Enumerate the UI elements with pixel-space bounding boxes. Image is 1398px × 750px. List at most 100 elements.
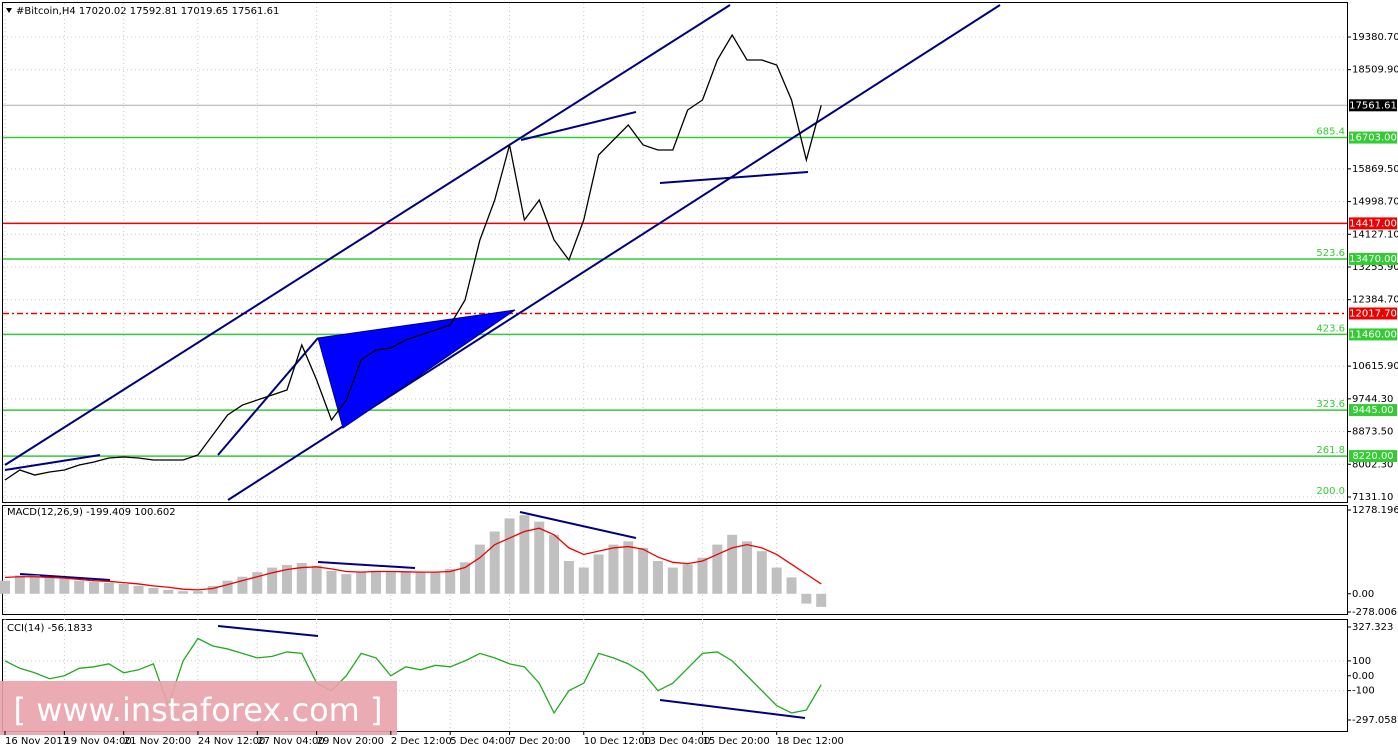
trend-line [659, 171, 809, 184]
histogram-bar [400, 572, 411, 594]
current-price-box [1349, 99, 1397, 112]
x-tick-label: 24 Nov 12:00 [198, 736, 265, 747]
histogram-bar [371, 570, 381, 594]
price-line [4, 33, 822, 481]
y-tick-label: 10615.90 [1352, 361, 1398, 372]
y-tick-label: 14127.10 [1352, 229, 1398, 240]
watermark: [ www.instaforex.com ] [14, 691, 383, 729]
y-tick-label: 9744.30 [1352, 394, 1393, 405]
histogram-bar [148, 587, 159, 594]
level-box [1349, 131, 1397, 144]
histogram-bar [207, 585, 218, 594]
level-note: 261.8 [1316, 445, 1345, 456]
watermark-box [0, 681, 397, 735]
y-tick-label: 7131.10 [1352, 492, 1393, 503]
level-note: 323.6 [1316, 399, 1345, 410]
x-tick-label: 13 Dec 04:00 [643, 736, 710, 747]
x-tick-label: 10 Dec 12:00 [584, 736, 651, 747]
histogram-bar [103, 582, 114, 594]
histogram-bar [638, 547, 649, 594]
indicator-title: CCI(14) -56.1833 [7, 623, 93, 634]
y-tick-label: -100 [1352, 686, 1375, 697]
x-tick-label: 5 Dec 04:00 [450, 736, 511, 747]
histogram-bar [89, 581, 100, 594]
y-tick-label: 12384.70 [1352, 295, 1398, 306]
x-tick-label: 27 Nov 04:00 [257, 736, 324, 747]
histogram-bar [742, 541, 752, 594]
histogram-bar [252, 572, 263, 594]
histogram-bar [460, 562, 471, 594]
histogram-bar [385, 572, 396, 594]
histogram-bar [0, 580, 10, 594]
histogram-bar [44, 577, 55, 594]
histogram-bar [222, 580, 233, 594]
histogram-bar [727, 534, 738, 594]
header-icon [6, 8, 12, 13]
y-tick-label: 18509.90 [1352, 65, 1398, 76]
histogram-bar [534, 521, 545, 594]
y-tick-label: 8873.50 [1352, 427, 1393, 438]
y-tick-label: -297.0587 [1352, 715, 1398, 726]
divergence-line [217, 625, 319, 637]
histogram-bar [756, 551, 767, 594]
histogram-bar [489, 531, 500, 594]
x-tick-label: 15 Dec 20:00 [702, 736, 769, 747]
divergence-line [317, 561, 416, 569]
histogram-bar [133, 585, 144, 594]
x-tick-label: 2 Dec 12:00 [391, 736, 452, 747]
y-tick-label: 0.00 [1352, 589, 1374, 600]
histogram-bar [667, 567, 678, 594]
histogram-bar [682, 564, 693, 594]
y-tick-label: -278.006 [1352, 607, 1397, 618]
divergence-line [519, 511, 637, 539]
indicator-title: MACD(12,26,9) -199.409 100.602 [7, 507, 176, 518]
level-box [1349, 252, 1397, 265]
y-tick-label: 327.323 [1352, 622, 1393, 633]
histogram-bar [712, 544, 723, 594]
histogram-bar [563, 561, 574, 594]
drawings [4, 4, 1001, 719]
macd-panel [2, 505, 1348, 615]
histogram-bar [192, 591, 203, 594]
triangle [317, 309, 516, 429]
price-line [4, 637, 822, 715]
x-tick-label: 16 Nov 2017 [5, 736, 69, 747]
histogram-bar [697, 557, 708, 594]
level-note: 685.4 [1316, 127, 1345, 138]
histogram-bar [608, 544, 619, 594]
histogram-bar [311, 565, 322, 594]
y-tick-label: 100 [1352, 656, 1371, 667]
level-box [1349, 217, 1397, 230]
histogram-bar [652, 561, 663, 594]
level-note: 423.6 [1316, 323, 1345, 334]
histogram-bar [593, 554, 604, 594]
histogram-bar [415, 572, 426, 594]
histogram-bar [519, 515, 530, 594]
histogram-bar [504, 518, 515, 594]
divergence-line [19, 573, 111, 581]
y-tick-label: 8002.30 [1352, 459, 1393, 470]
level-box [1349, 328, 1397, 341]
header: #Bitcoin,H4 17020.02 17592.81 17019.65 1… [16, 6, 279, 17]
level-box [1349, 450, 1397, 463]
x-tick-label: 19 Nov 04:00 [64, 736, 131, 747]
level-note: 200.0 [1316, 486, 1345, 497]
histogram-bar [816, 593, 827, 607]
histogram-bar [281, 564, 292, 594]
histogram-bar [771, 567, 782, 594]
histogram-bar [74, 580, 85, 594]
histogram-bar [801, 593, 812, 604]
histogram-bar [178, 591, 189, 594]
y-tick-label: 13255.90 [1352, 262, 1398, 273]
signal-line [4, 527, 822, 591]
level-label: 13470.00 [1349, 254, 1397, 265]
y-tick-label: 1278.196 [1352, 505, 1398, 516]
histogram-bar [786, 577, 797, 594]
histogram-bar [163, 589, 174, 594]
histogram-bar [296, 562, 307, 594]
price-panel [2, 2, 1348, 503]
level-note: 523.6 [1316, 248, 1345, 259]
level-label: 16703.00 [1349, 133, 1397, 144]
x-tick-label: 29 Nov 20:00 [317, 736, 384, 747]
